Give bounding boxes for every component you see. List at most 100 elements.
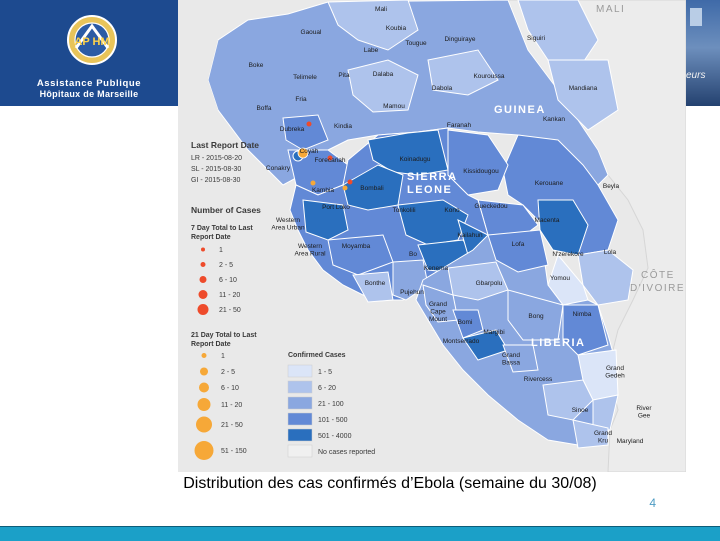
district-labe-koubia [327,0,419,51]
place-label: Grand Bassa [502,352,520,367]
org-name-line1: Assistance Publique [36,78,142,89]
place-label: Kankan [543,116,565,123]
place-label: Lola [604,249,617,256]
legend-last-report-gi: GI - 2015-08-30 [191,177,241,184]
district-bong [507,289,564,341]
legend-seven-day-marker [201,247,205,252]
place-label: Bonthe [365,280,386,287]
place-label: Boke [249,62,264,69]
place-label: Faranah [447,122,472,129]
place-label: Lofa [512,241,525,248]
place-label: Gaoual [301,29,323,36]
legend-twentyone-day-label: 6 - 10 [221,385,239,392]
place-label: Boffa [256,105,271,112]
place-label: Beyla [603,183,620,190]
legend-twentyone-day-marker [200,367,208,376]
legend-confirmed-label: 101 - 500 [318,417,348,424]
confirmed-legend: 1 - 5 6 - 20 21 - 100 101 - 500 501 - 4000 No… [287,364,375,458]
neighbor-label-mali: MALI [596,4,625,15]
place-label: Mamou [383,103,405,110]
place-label: Pujehun [400,289,424,296]
place-label: Kailahun [457,232,483,239]
twentyone-day-markers [297,147,348,191]
place-label: Margibi [483,329,504,336]
district-nimba [562,304,609,356]
district-bomi [452,309,484,339]
place-label: Koubia [386,25,407,32]
place-label: Kambia [312,187,334,194]
legend-seven-day-marker [198,290,208,299]
place-label: Mali [375,6,387,13]
legend-confirmed-label: No cases reported [318,449,375,456]
place-label: Fria [295,96,307,103]
ocean-notch [178,40,218,120]
legend-confirmed-label: 6 - 20 [318,385,336,392]
footer-bar [0,526,720,541]
legend-seven-day-label: 1 [219,247,223,254]
neighbor-label-cote: CÔTE [641,268,675,281]
map-legend: Last Report Date LR - 2015-08-20 SL - 20… [191,140,375,460]
district-dabola [427,49,499,96]
place-label: Kenema [424,265,449,272]
place-label: Dinguiraye [444,36,475,43]
district-grand-cape-mount [422,284,459,323]
legend-seven-day-marker [200,262,206,267]
legend-confirmed-swatch [287,364,313,378]
country-label-sierra: SIERRA [407,171,458,183]
place-label: Kindia [334,123,352,130]
district-grand-bassa [502,344,539,373]
legend-twentyone-day-marker [196,416,212,433]
legend-twentyone-day-label: 2 - 5 [221,369,235,376]
place-label: Kono [444,207,460,214]
place-label: Labe [364,47,379,54]
aphm-logo-panel: AP HM Assistance Publique Hôpitaux de Ma… [0,0,178,106]
legend-confirmed-label: 501 - 4000 [318,433,352,440]
place-label: Grand Kru [594,430,612,445]
place-label: Bomi [458,319,473,326]
district-moyamba [327,234,394,276]
place-label: Dubreka [280,126,305,133]
legend-confirmed-label: 21 - 100 [318,401,344,408]
legend-twentyone-day-label: 51 - 150 [221,448,247,455]
place-label: Gueckedou [474,203,508,210]
map-caption: Distribution des cas confirmés d’Ebola (… [183,475,597,492]
place-label: Koinadugu [399,156,430,163]
place-label: Moyamba [342,243,371,250]
district-mandiana [547,59,619,131]
country-label-guinea: GUINEA [494,104,546,116]
legend-seven-day-title: 7 Day Total to Last Report Date [191,225,253,241]
legend-last-report-title: Last Report Date [191,140,259,150]
legend-confirmed-swatch [287,380,313,394]
place-label: Western Area Rural [294,243,326,258]
legend-confirmed-swatch [287,444,313,458]
place-label: Bombali [360,185,383,192]
place-label: Bo [409,251,417,258]
legend-seven-day-label: 6 - 10 [219,277,237,284]
place-label: Tougue [405,40,427,47]
district-bonthe [352,271,394,303]
legend-twentyone-day-marker [197,398,211,411]
place-label: Conakry [266,165,291,172]
legend-twentyone-day-label: 21 - 50 [221,422,243,429]
legend-confirmed-swatch [287,412,313,426]
district-gbarpolu [447,261,509,301]
place-label: Forecariah [314,157,345,164]
legend-number-title: Number of Cases [191,205,261,215]
district-mamou [347,59,419,113]
legend-confirmed-swatch [287,396,313,410]
country-label-liberia: LIBERIA [531,337,586,349]
aphm-emblem-icon: AP HM [67,15,117,65]
legend-confirmed-swatch [287,428,313,442]
logo-lettering: AP HM [74,36,109,48]
district-river-gee [592,394,619,431]
place-label: Port Loko [322,204,350,211]
place-label: Kissidougou [463,168,499,175]
place-labels: Mali Koubia Gaoual Labe Tougue Dinguiraye Sigu… [249,6,653,445]
ebola-map: Mali Koubia Gaoual Labe Tougue Dinguiraye Sigu… [178,0,686,472]
legend-confirmed-label: 1 - 5 [318,369,332,376]
header-photo: eurs [686,0,720,106]
photo-text-fragment: eurs [686,70,706,81]
place-label: Dalaba [373,71,394,78]
legend-confirmed-title: Confirmed Cases [288,352,346,359]
place-label: River Gee [636,405,652,420]
